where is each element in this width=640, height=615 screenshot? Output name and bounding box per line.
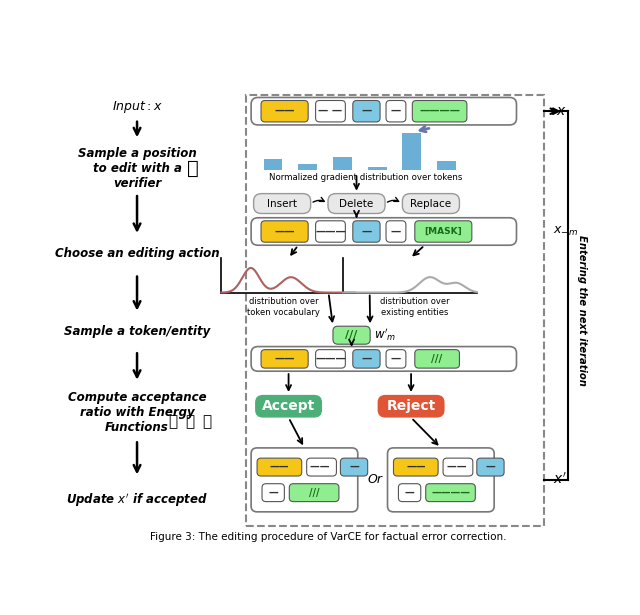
Text: Delete: Delete <box>339 199 374 208</box>
FancyBboxPatch shape <box>261 350 308 368</box>
Text: ——: —— <box>275 354 295 364</box>
Text: — —: — — <box>319 106 342 116</box>
FancyBboxPatch shape <box>253 194 310 213</box>
FancyBboxPatch shape <box>316 100 346 122</box>
Text: ———: ——— <box>315 354 346 364</box>
FancyBboxPatch shape <box>386 221 406 242</box>
Text: ///: /// <box>309 488 319 498</box>
Bar <box>264 159 282 170</box>
Bar <box>298 164 317 170</box>
Bar <box>437 161 456 170</box>
Text: ///: /// <box>431 354 443 364</box>
Text: Normalized gradient distribution over tokens: Normalized gradient distribution over to… <box>269 173 462 182</box>
Text: —: — <box>362 106 372 116</box>
FancyBboxPatch shape <box>443 458 473 476</box>
FancyBboxPatch shape <box>386 100 406 122</box>
Text: distribution over
existing entities: distribution over existing entities <box>380 297 450 317</box>
FancyBboxPatch shape <box>251 218 516 245</box>
FancyBboxPatch shape <box>415 350 460 368</box>
Text: —: — <box>391 226 401 237</box>
FancyBboxPatch shape <box>316 221 346 242</box>
Text: —: — <box>362 354 372 364</box>
FancyBboxPatch shape <box>353 350 380 368</box>
Text: 🤖: 🤖 <box>188 159 199 178</box>
FancyBboxPatch shape <box>353 221 380 242</box>
FancyBboxPatch shape <box>251 347 516 371</box>
FancyBboxPatch shape <box>316 350 346 368</box>
Text: 🤖: 🤖 <box>202 415 211 429</box>
Text: ————: ———— <box>419 106 460 116</box>
FancyBboxPatch shape <box>257 458 301 476</box>
Text: Compute acceptance
ratio with Energy
Functions: Compute acceptance ratio with Energy Fun… <box>68 391 206 434</box>
Text: —: — <box>391 354 401 364</box>
Text: —: — <box>391 106 401 116</box>
Text: Replace: Replace <box>410 199 451 208</box>
Text: ——: —— <box>447 462 469 472</box>
Text: —: — <box>362 226 372 237</box>
Text: distribution over
token vocabulary: distribution over token vocabulary <box>247 297 320 317</box>
Text: ——: —— <box>275 226 295 237</box>
Bar <box>368 167 387 170</box>
FancyBboxPatch shape <box>251 97 516 125</box>
Text: —: — <box>268 488 278 498</box>
Text: Accept: Accept <box>262 399 315 413</box>
FancyBboxPatch shape <box>289 484 339 502</box>
Text: —: — <box>486 462 495 472</box>
FancyBboxPatch shape <box>353 100 380 122</box>
FancyBboxPatch shape <box>340 458 368 476</box>
FancyBboxPatch shape <box>251 448 358 512</box>
FancyBboxPatch shape <box>378 395 445 418</box>
Text: 🤖: 🤖 <box>169 415 178 429</box>
Text: $x'$: $x'$ <box>553 472 566 488</box>
FancyBboxPatch shape <box>261 221 308 242</box>
Text: Insert: Insert <box>267 199 297 208</box>
FancyBboxPatch shape <box>394 458 438 476</box>
Text: ——: —— <box>275 106 295 116</box>
Text: ————: ———— <box>431 488 470 498</box>
FancyBboxPatch shape <box>262 484 284 502</box>
Text: $\mathbf{\mathit{Input: x}}$: $\mathbf{\mathit{Input: x}}$ <box>111 99 163 115</box>
Text: ——: —— <box>406 462 426 472</box>
Text: —: — <box>349 462 359 472</box>
Text: ———: ——— <box>315 226 346 237</box>
Text: Sample a token/entity: Sample a token/entity <box>64 325 210 338</box>
Bar <box>246 95 544 526</box>
FancyBboxPatch shape <box>328 194 385 213</box>
Text: [MASK]: [MASK] <box>424 227 462 236</box>
Text: Figure 3: The editing procedure of VarCE for factual error correction.: Figure 3: The editing procedure of VarCE… <box>150 531 506 542</box>
Text: 🤖: 🤖 <box>186 415 195 429</box>
Text: Sample a position
to edit with a
verifier: Sample a position to edit with a verifie… <box>77 147 196 190</box>
FancyBboxPatch shape <box>415 221 472 242</box>
FancyBboxPatch shape <box>477 458 504 476</box>
Text: Entering the next iteration: Entering the next iteration <box>577 235 588 386</box>
Text: —: — <box>404 488 415 498</box>
Text: Or: Or <box>367 474 383 486</box>
FancyBboxPatch shape <box>403 194 460 213</box>
Text: Choose an editing action: Choose an editing action <box>55 247 220 260</box>
FancyBboxPatch shape <box>412 100 467 122</box>
Text: ///: /// <box>346 330 358 340</box>
Text: $x$: $x$ <box>556 104 566 118</box>
FancyBboxPatch shape <box>333 326 370 344</box>
Text: ——: —— <box>310 462 333 472</box>
Text: $w'_m$: $w'_m$ <box>374 326 397 343</box>
FancyBboxPatch shape <box>307 458 337 476</box>
FancyBboxPatch shape <box>426 484 476 502</box>
FancyBboxPatch shape <box>399 484 420 502</box>
Text: ——: —— <box>269 462 289 472</box>
FancyBboxPatch shape <box>386 350 406 368</box>
Text: Reject: Reject <box>387 399 436 413</box>
Text: $x_{-m}$: $x_{-m}$ <box>553 225 578 238</box>
FancyBboxPatch shape <box>388 448 494 512</box>
Bar <box>403 132 421 170</box>
Text: Update $x'$ if accepted: Update $x'$ if accepted <box>66 491 208 509</box>
Bar <box>333 157 352 170</box>
FancyBboxPatch shape <box>255 395 322 418</box>
FancyBboxPatch shape <box>261 100 308 122</box>
